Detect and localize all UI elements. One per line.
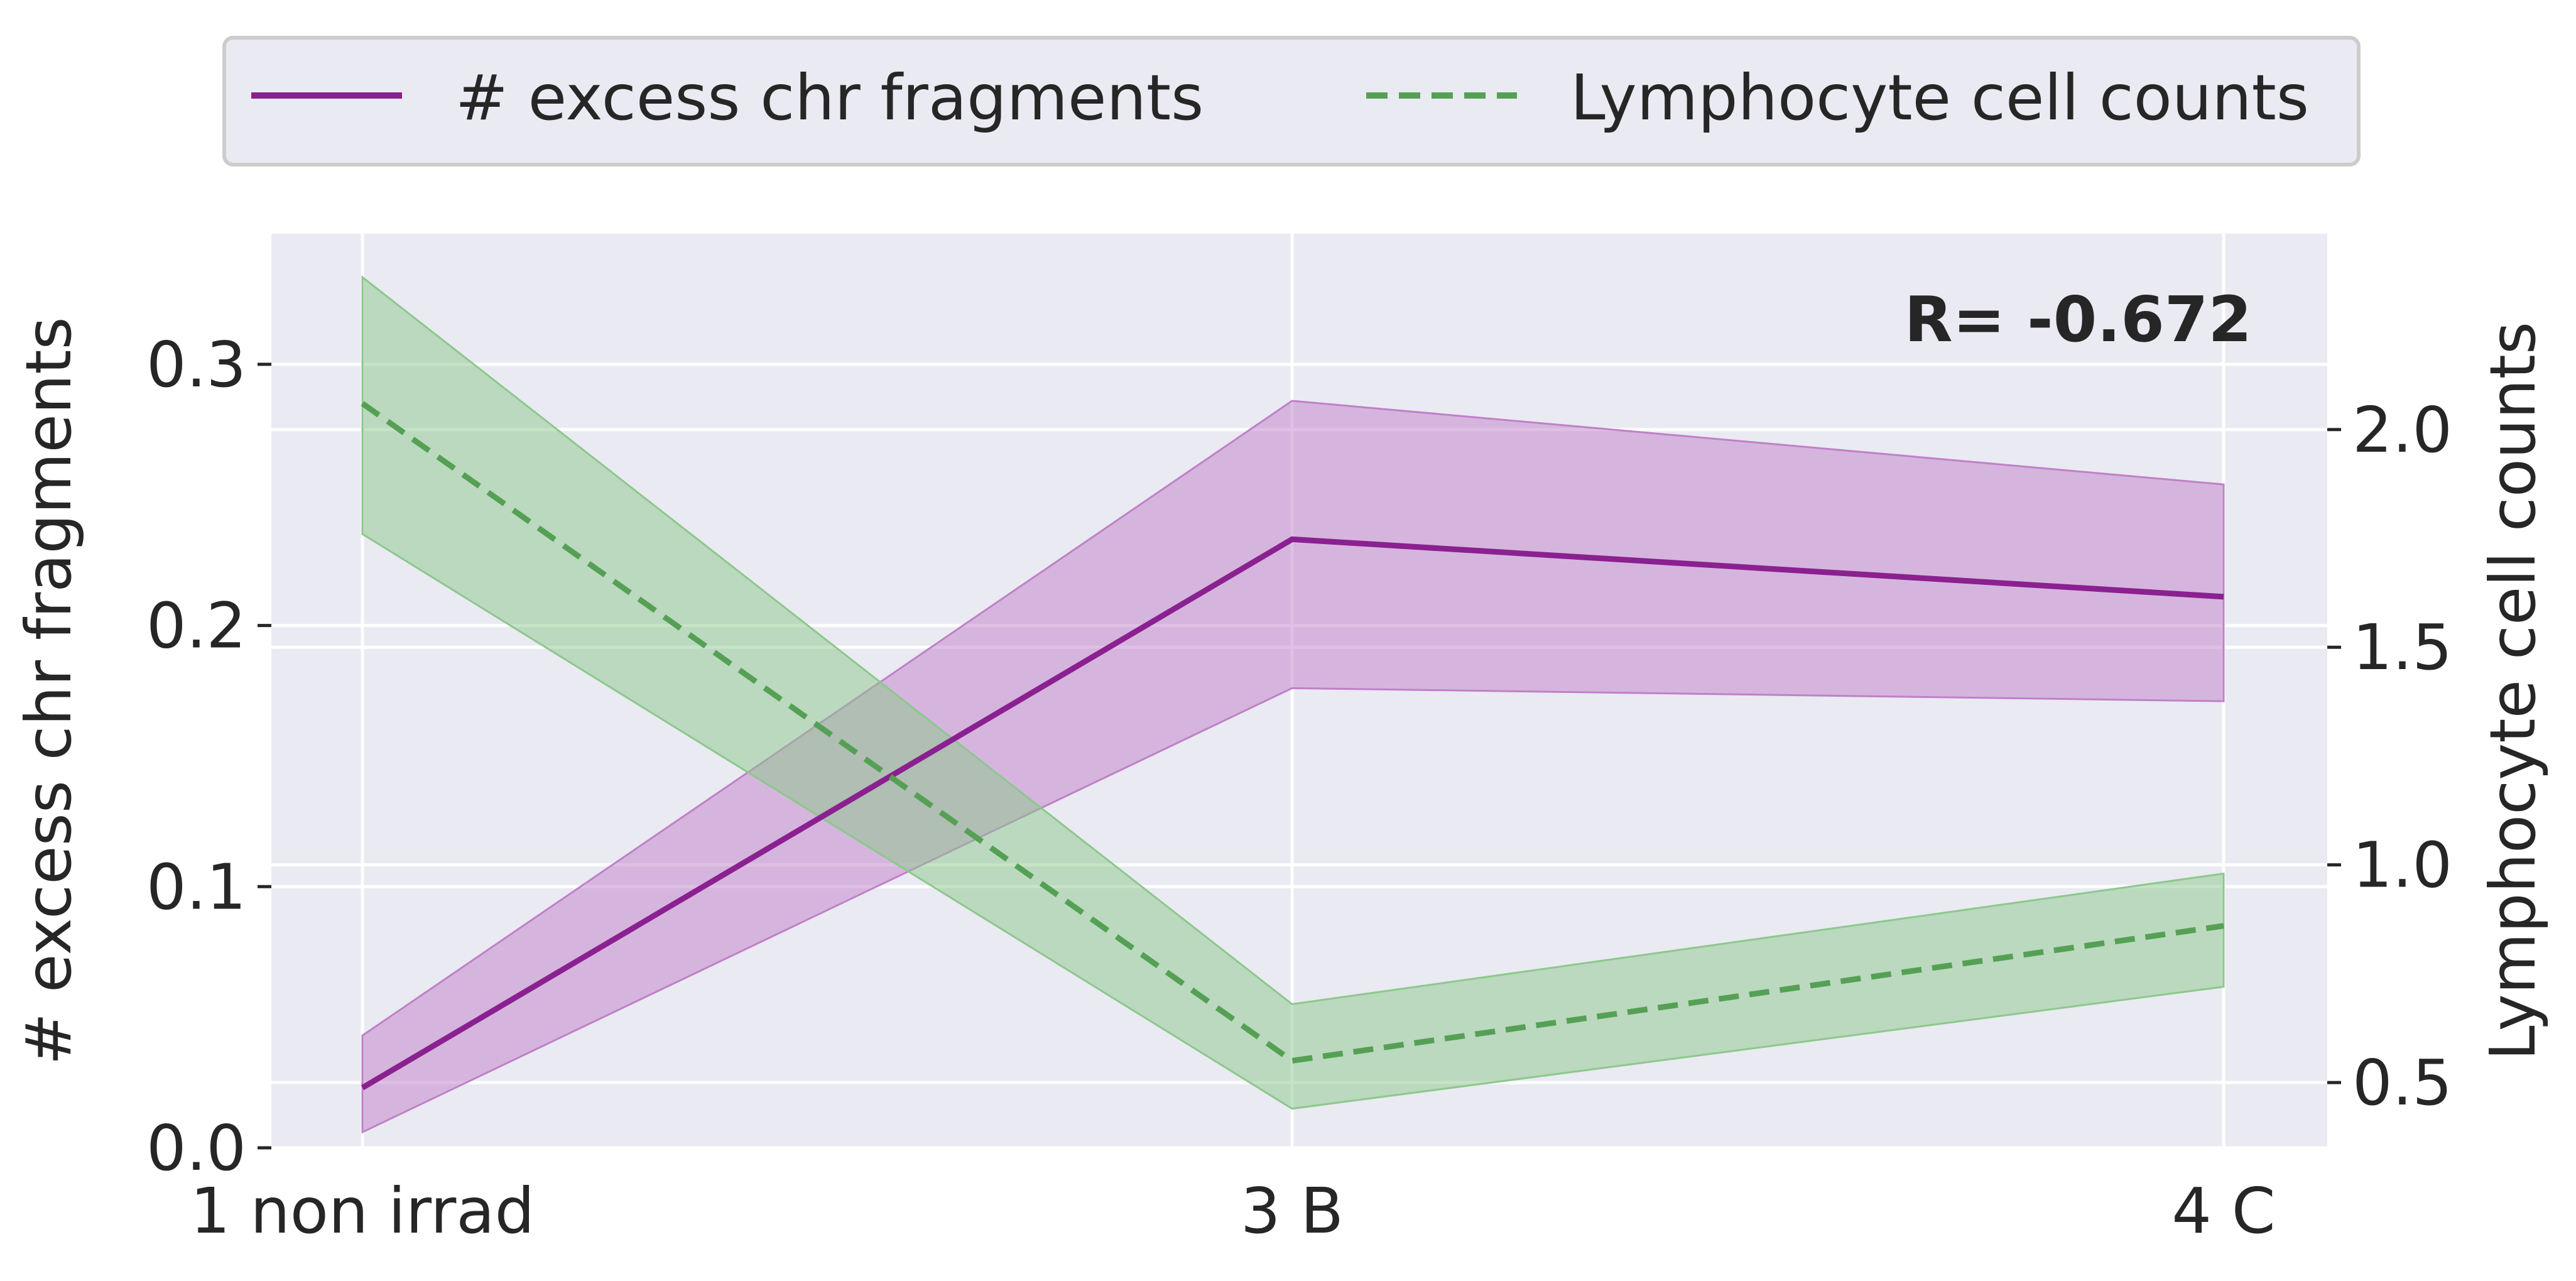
x-tick-label: 1 non irrad [190, 1174, 535, 1248]
right-tick-label: 0.5 [2352, 1046, 2452, 1120]
confidence-band-1 [361, 275, 2225, 1110]
right-tick-label: 2.0 [2352, 393, 2452, 467]
right-tick-label: 1.0 [2352, 829, 2452, 902]
axis-ticks: 1 non irrad 3 B 4 C 0.0 0.1 0.2 0.3 0.5 1.0 1.5 2.… [146, 328, 2452, 1248]
correlation-annotation: R= -0.672 [1905, 283, 2252, 356]
confidence-bands [361, 275, 2225, 1134]
left-tick-label: 0.2 [146, 589, 246, 663]
legend-label-lymphocytes: Lymphocyte cell counts [1570, 61, 2309, 134]
confidence-band-0 [361, 400, 2225, 1134]
left-tick-label: 0.0 [146, 1111, 246, 1185]
legend-box [222, 36, 2361, 166]
x-tick-label: 4 C [2171, 1174, 2275, 1248]
right-tick-label: 1.5 [2352, 611, 2452, 684]
right-axis-label: Lymphocyte cell counts [2476, 322, 2550, 1060]
series-line-1 [361, 401, 2224, 1064]
legend: # excess chr fragments Lymphocyte cell c… [222, 36, 2361, 166]
legend-label-fragments: # excess chr fragments [455, 61, 1204, 134]
left-tick-label: 0.1 [146, 850, 246, 924]
left-tick-label: 0.3 [146, 328, 246, 401]
series-line-0 [361, 536, 2224, 1091]
left-axis-label: # excess chr fragments [12, 317, 85, 1065]
x-tick-label: 3 B [1241, 1174, 1344, 1248]
series-lines [361, 401, 2224, 1091]
